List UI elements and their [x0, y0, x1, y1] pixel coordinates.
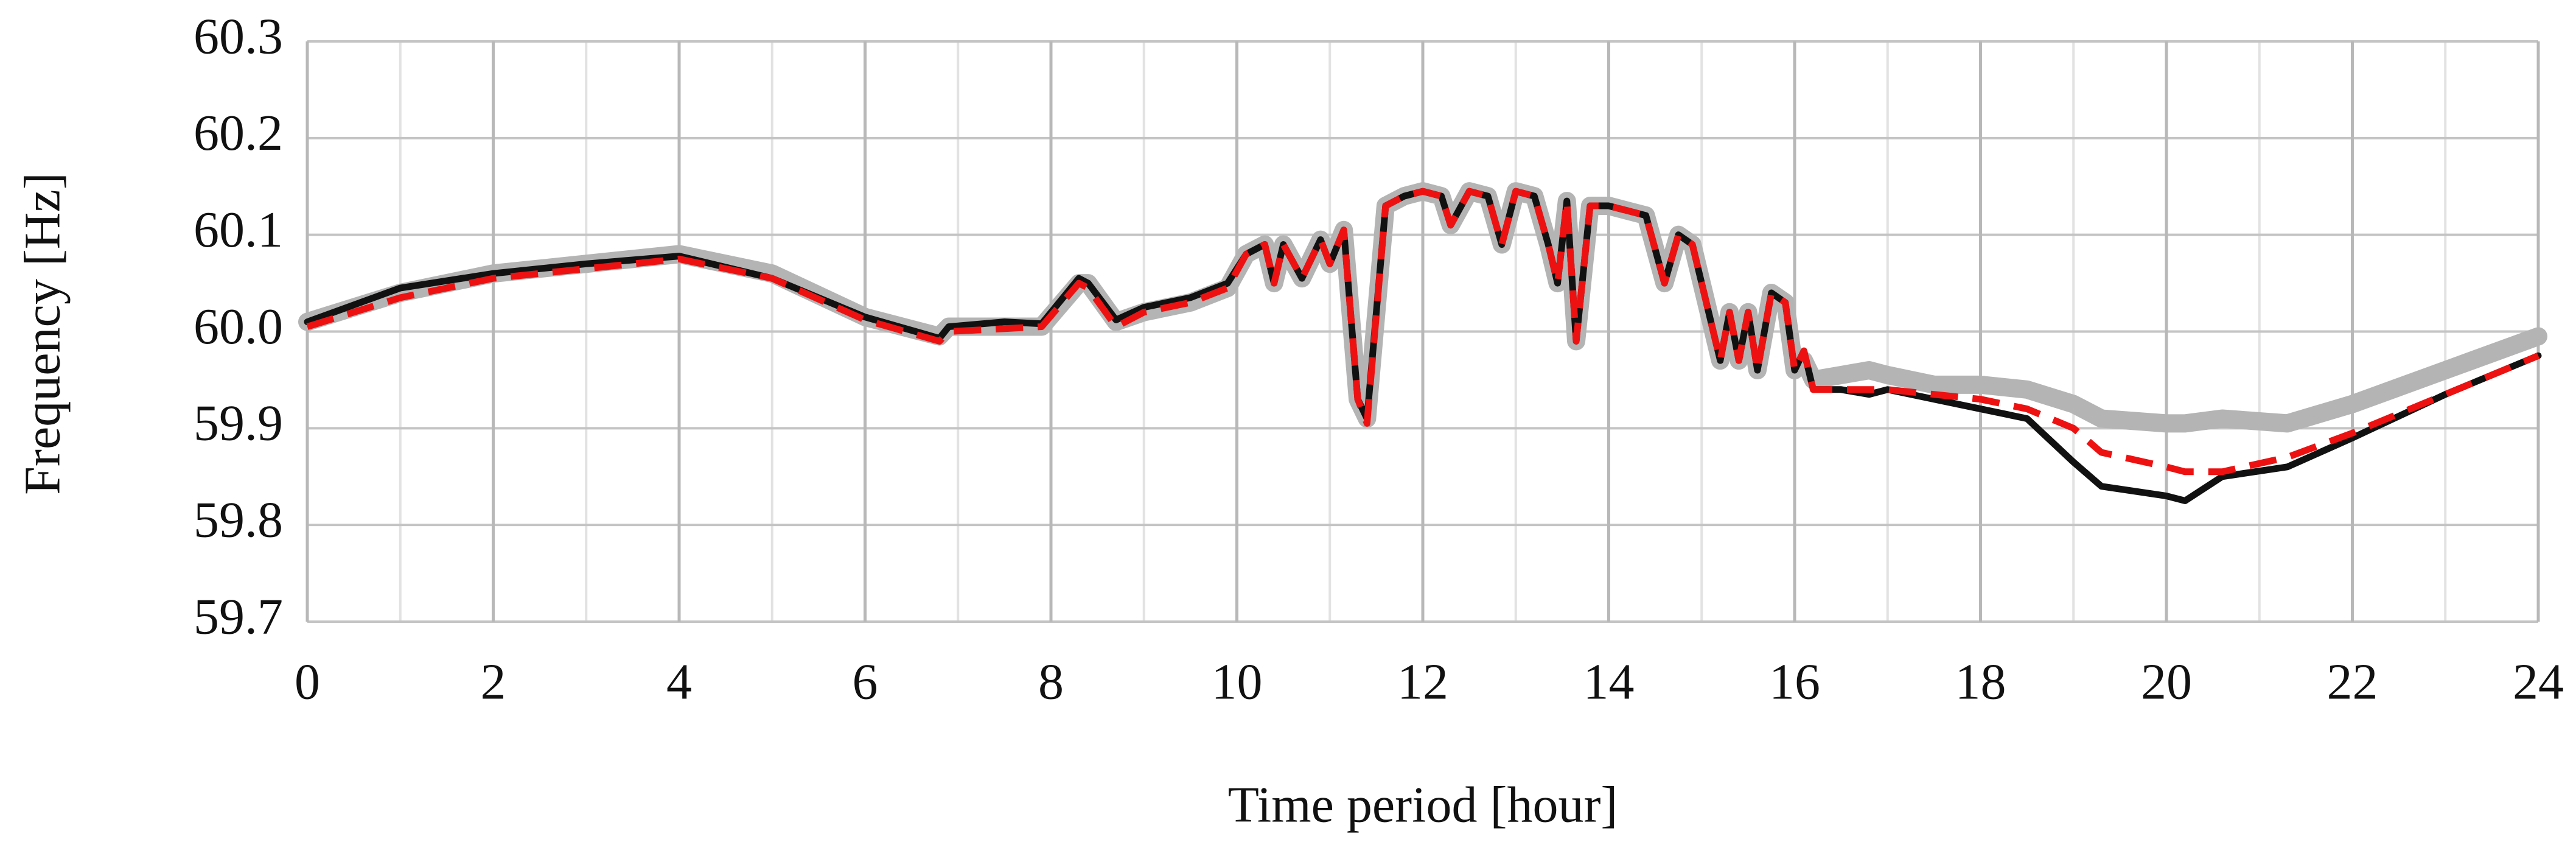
- x-tick-label: 6: [853, 653, 878, 710]
- y-axis-title: Frequency [Hz]: [14, 172, 71, 494]
- x-axis-title: Time period [hour]: [1228, 776, 1618, 833]
- y-tick-label: 59.8: [194, 491, 283, 548]
- x-tick-label: 4: [666, 653, 692, 710]
- series-line: [306, 188, 2540, 476]
- y-tick-label: 59.9: [194, 395, 283, 452]
- x-tick-label: 22: [2327, 653, 2378, 710]
- x-tick-label: 10: [1212, 653, 1263, 710]
- x-tick-label: 20: [2141, 653, 2192, 710]
- x-tick-label: 12: [1397, 653, 1448, 710]
- x-tick-label: 8: [1038, 653, 1064, 710]
- y-tick-label: 60.1: [194, 202, 283, 258]
- y-tick-label: 60.2: [194, 105, 283, 161]
- x-tick-label: 2: [481, 653, 506, 710]
- y-tick-label: 60.0: [194, 298, 283, 355]
- x-tick-label: 16: [1769, 653, 1820, 710]
- y-tick-label: 59.7: [194, 588, 283, 645]
- x-tick-label: 18: [1955, 653, 2006, 710]
- x-tick-label: 14: [1583, 653, 1635, 710]
- x-tick-label: 0: [295, 653, 320, 710]
- x-tick-label: 24: [2513, 653, 2564, 710]
- y-tick-label: 60.3: [194, 8, 283, 65]
